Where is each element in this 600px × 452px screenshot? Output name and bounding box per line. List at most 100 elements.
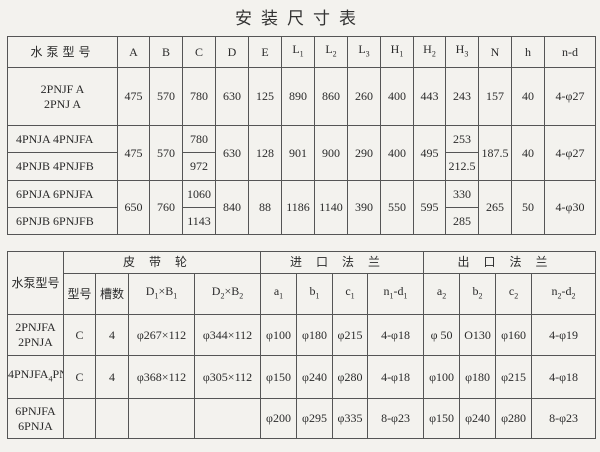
table-cell [128,398,195,439]
cell-n: 265 [478,180,512,235]
table-cell: φ344×112 [193,314,262,356]
header-cell: c1 [332,273,369,315]
table-cell: φ215 [495,355,533,399]
header-cell: c2 [495,273,533,315]
cell-d: 630 [215,125,249,181]
cell-h3: 253 [445,125,479,153]
cell-l3: 390 [347,180,381,235]
cell-h: 50 [511,180,545,235]
header-cell: b2 [459,273,497,315]
header-cell: E [248,36,282,68]
page-title: 安装尺寸表 [235,9,365,28]
table-row: 6PNJFA 6PNJA φ200 φ295 φ335 8-φ23 φ150 φ240 φ280… [7,398,597,439]
cell-e: 88 [248,180,282,235]
cell-h: 40 [511,67,545,126]
group-header-inlet-flange: 进口法兰 [260,251,425,274]
header-cell: L2 [314,36,348,68]
cell-a: 475 [117,67,150,126]
table-cell: φ100 [260,314,298,356]
table-cell [193,398,262,439]
cell-c: 780 [182,67,216,126]
table-row: 4PNJA 4PNJFA 475 570 780 630 128 901 900… [7,125,596,181]
table-cell: 8-φ23 [531,398,597,439]
table-cell: φ 50 [423,314,461,356]
table-cell: φ160 [495,314,533,356]
table-cell: 8-φ23 [367,398,425,439]
table-header-row: 水泵型号 A B C D E L1 L2 L3 H1 H2 H3 N h n-d [7,36,596,68]
installation-dimensions-table: 水泵型号 A B C D E L1 L2 L3 H1 H2 H3 N h n-d… [7,36,596,235]
model-cell: 6PNJFA 6PNJA [7,398,64,439]
cell-h2: 595 [413,180,446,235]
cell-c: 1143 [182,207,216,235]
cell-c: 972 [182,152,216,181]
header-cell: D [215,36,249,68]
table-cell: 4-φ18 [367,314,425,356]
table-cell: φ280 [332,355,369,399]
cell-h1: 400 [380,125,414,181]
table-cell: 4 [95,314,129,356]
model-cell: 6PNJA 6PNJFA [7,180,118,208]
cell-h: 40 [511,125,545,181]
cell-nd: 4-φ27 [544,67,596,126]
cell-b: 570 [149,67,183,126]
table-cell: φ240 [459,398,497,439]
cell-h3: 212.5 [445,152,479,181]
header-cell: D2×B2 [193,273,262,315]
table-row: 6PNJB 6PNJFB 1143 285 [7,207,596,235]
cell-c: 780 [182,125,216,153]
header-cell: h [511,36,545,68]
table-row: 4PNJFA4PNJAC4φ368×112φ305×112φ150φ240φ28… [7,355,597,399]
cell-d: 630 [215,67,249,126]
header-cell: 槽数 [95,273,129,315]
cell-l1: 890 [281,67,315,126]
cell-b: 760 [149,180,183,235]
model-cell: 4PNJFA4PNJA [7,355,64,399]
header-cell: n1-d1 [367,273,425,315]
header-cell: L1 [281,36,315,68]
header-cell: n-d [544,36,596,68]
table-cell [63,398,96,439]
cell-nd: 4-φ30 [544,180,596,235]
table-cell [95,398,129,439]
table-cell: 4-φ18 [531,355,597,399]
table-cell: φ100 [423,355,461,399]
header-cell: H3 [445,36,479,68]
model-cell: 4PNJA 4PNJFA [7,125,118,153]
cell-l1: 901 [281,125,315,181]
group-header-row: 水泵型号 皮带轮 进口法兰 出口法兰 [7,251,597,315]
cell-l3: 290 [347,125,381,181]
header-cell: N [478,36,512,68]
table-cell: φ280 [495,398,533,439]
table-cell: C [63,314,96,356]
table-cell: O130 [459,314,497,356]
table-cell: φ180 [459,355,497,399]
table-cell: 4 [95,355,129,399]
model-cell: 2PNJFA 2PNJA [7,314,64,356]
model-cell: 6PNJB 6PNJFB [7,207,118,235]
cell-h3: 330 [445,180,479,208]
cell-nd: 4-φ27 [544,125,596,181]
table-cell: φ295 [296,398,334,439]
cell-l2: 900 [314,125,348,181]
header-cell: H2 [413,36,446,68]
cell-e: 125 [248,67,282,126]
cell-n: 187.5 [478,125,512,181]
header-cell: 型号 [63,273,96,315]
cell-h2: 443 [413,67,446,126]
model-cell: 2PNJF A 2PNJ A [7,67,118,126]
table-cell: φ150 [260,355,298,399]
cell-l3: 260 [347,67,381,126]
cell-c: 1060 [182,180,216,208]
table-cell: φ305×112 [193,355,262,399]
table-cell: φ368×112 [128,355,195,399]
header-cell: H1 [380,36,414,68]
table-row: 2PNJF A 2PNJ A 475 570 780 630 125 890 86… [7,67,596,126]
header-cell: n2-d2 [531,273,597,315]
header-cell: A [117,36,150,68]
table-row: 6PNJA 6PNJFA 650 760 1060 840 88 1186 11… [7,180,596,235]
header-cell: C [182,36,216,68]
table-row: 4PNJB 4PNJFB 972 212.5 [7,152,596,181]
table-cell: φ200 [260,398,298,439]
table-cell: φ335 [332,398,369,439]
header-cell: a2 [423,273,461,315]
